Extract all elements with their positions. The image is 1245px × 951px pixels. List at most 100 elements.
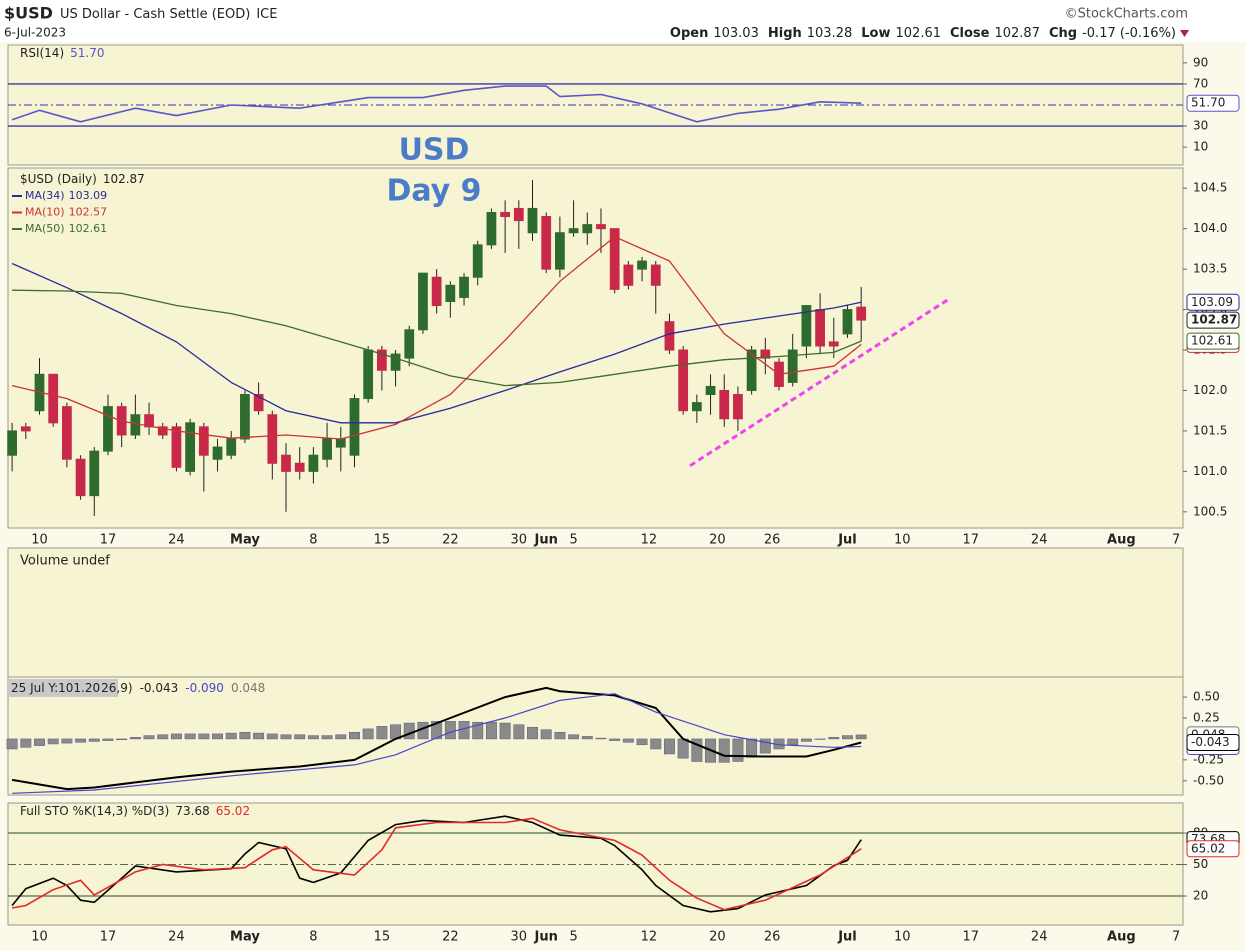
value-tag-label: 51.70 (1191, 96, 1225, 110)
candle-body (691, 402, 702, 412)
legend-value: 51.70 (70, 46, 104, 60)
x-tick-label: 8 (309, 930, 317, 945)
candle-body (267, 414, 278, 464)
x-tick-label: 30 (511, 533, 528, 548)
candle-body (842, 309, 853, 335)
candle-body (678, 349, 689, 412)
y-tick-label: 0.50 (1193, 690, 1220, 704)
candle-body (733, 394, 743, 420)
histogram-bar (280, 734, 292, 740)
candle-body (828, 341, 839, 347)
value-tag: 65.02 (1186, 840, 1240, 858)
annotation: USD (399, 133, 470, 168)
x-tick-label: 5 (569, 533, 577, 548)
quote-label: Open (670, 26, 708, 41)
series-line (11, 817, 862, 911)
candle-body (130, 414, 141, 436)
histogram-bar (568, 734, 580, 740)
tooltip-box (8, 679, 118, 697)
histogram-bar (677, 738, 689, 759)
histogram-bar (294, 734, 306, 740)
candle-body (760, 349, 771, 359)
quote-value: 103.28 (807, 26, 853, 41)
series-line (11, 815, 862, 913)
candle-body (815, 309, 825, 347)
legend: 25 Jul Y:101.2026,9) -0.043 -0.090 0.048 (11, 681, 265, 695)
candle-body (445, 284, 456, 302)
histogram-bar (157, 734, 169, 740)
histogram-bar (554, 731, 566, 740)
histogram-bar (787, 738, 799, 746)
histogram-bar (47, 738, 59, 745)
legend-value: -0.090 (185, 681, 224, 695)
y-tick-label: 100.5 (1193, 504, 1227, 518)
legend-name: MA(50) (25, 222, 65, 235)
value-tag-label: 103.09 (1191, 295, 1233, 309)
histogram-bar (691, 738, 703, 762)
histogram-bar (842, 735, 853, 740)
y-tick-label: 102.0 (1193, 383, 1227, 397)
x-tick-label: 24 (168, 930, 185, 945)
legend: Full STO %K(14,3) %D(3) 73.68 65.02 (20, 804, 250, 818)
histogram-bar (225, 732, 237, 740)
value-tag-label: -0.043 (1191, 735, 1230, 749)
legend: RSI(14) 51.70 (20, 46, 105, 60)
quote: Open 103.03 High 103.28 Low 102.61 Close 102.87… (670, 26, 1176, 41)
histogram-bar (527, 726, 538, 740)
candle-body (62, 406, 72, 460)
y-tick-label: 90 (1193, 55, 1208, 69)
x-tick-label: 26 (764, 930, 781, 945)
candle-body (431, 276, 442, 307)
x-tick-label: 7 (1172, 533, 1180, 548)
legend-name: MA(34) (25, 189, 65, 202)
histogram-bar (143, 735, 155, 740)
candle-body (801, 305, 812, 347)
candle-body (486, 211, 497, 246)
quote-label: Close (950, 26, 990, 41)
candle-body (555, 232, 565, 270)
x-tick-label: 20 (709, 930, 726, 945)
instrument-name: US Dollar - Cash Settle (EOD) ICE (60, 7, 277, 22)
candle-body (198, 426, 209, 456)
histogram-bar (622, 738, 634, 743)
candle-body (20, 426, 31, 432)
quote-label: High (768, 26, 802, 41)
quote-label: Chg (1049, 26, 1077, 41)
candle-body (650, 264, 661, 286)
candle-body (294, 462, 305, 472)
value-tag-box (1186, 734, 1240, 752)
legend-value: 102.61 (69, 222, 108, 235)
legend: $USD (Daily) 102.87 (20, 172, 145, 186)
histogram-bar (609, 738, 621, 741)
histogram-bar (75, 738, 87, 743)
value-tag-box (1186, 332, 1240, 350)
candle-body (705, 385, 716, 396)
histogram-bar (116, 738, 128, 741)
histogram-bar (307, 735, 319, 740)
histogram-bar (362, 728, 374, 740)
x-tick-label: 10 (31, 930, 48, 945)
histogram-bar (472, 721, 484, 740)
histogram-bar (403, 722, 415, 740)
candle-body (185, 422, 196, 472)
x-tick-label: Jul (837, 533, 857, 548)
histogram-bar (184, 733, 196, 740)
y-tick-label: 101.5 (1193, 423, 1227, 437)
x-tick-label: 10 (31, 533, 48, 548)
candle-body (418, 272, 428, 331)
series-line (12, 693, 862, 794)
candle-body (500, 211, 510, 218)
x-tick-label: 7 (1172, 930, 1180, 945)
series-line (11, 236, 862, 440)
candle-body (527, 207, 538, 234)
annotation: Day 9 (386, 174, 481, 209)
y-tick-label: 104.5 (1193, 181, 1227, 195)
candle-body (144, 414, 154, 428)
candle-body (363, 349, 374, 400)
x-tick-label: 15 (374, 930, 391, 945)
candle-body (582, 224, 593, 234)
candle-body (7, 430, 17, 456)
date: 6-Jul-2023 (4, 26, 66, 40)
candle-body (89, 450, 100, 497)
candle-body (390, 353, 401, 371)
